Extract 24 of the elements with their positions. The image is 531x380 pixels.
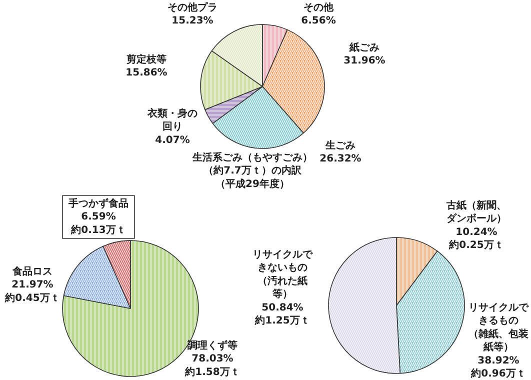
- slice-label: リサイクルできないもの（汚れた紙等）: [252, 250, 314, 300]
- slice-label: 衣類・身の回り: [146, 108, 198, 133]
- data-label: 78.03%約1.58万ｔ: [184, 354, 240, 378]
- text: 食品ロス21.97%約0.45万ｔ: [4, 266, 60, 304]
- slice-label: 手つかず食品: [68, 198, 128, 210]
- data-label: 31.96%: [344, 56, 386, 67]
- data-label: 4.07%: [155, 134, 190, 146]
- slice-label: 古紙（新聞、ダンボール）: [446, 200, 506, 225]
- data-label: 6.59%約0.13万ｔ: [70, 212, 126, 236]
- slice-label: 紙ごみ: [348, 42, 380, 54]
- slice-label: 調理くず等: [186, 340, 238, 352]
- data-label: 10.24%約0.25万ｔ: [448, 226, 504, 252]
- data-label: 38.92%約0.96万ｔ: [470, 355, 526, 380]
- slice-label: リサイクルできるもの（雑紙、包装紙等）: [468, 302, 530, 354]
- data-label: 50.84%約1.25万ｔ: [254, 302, 310, 326]
- slice-label: 剪定枝等: [126, 54, 166, 66]
- slice-label: その他プラ: [168, 2, 218, 14]
- data-label: 6.56%: [301, 16, 336, 27]
- slice-label: その他: [304, 2, 334, 14]
- slice-label: 生ごみ: [324, 140, 356, 152]
- data-label: 15.86%: [126, 68, 168, 79]
- data-label: 26.32%: [320, 154, 362, 165]
- text: 生活系ごみ（もやすごみ）（約7.7万ｔ）の内訳（平成29年度）: [192, 152, 312, 190]
- data-label: 15.23%: [172, 16, 214, 27]
